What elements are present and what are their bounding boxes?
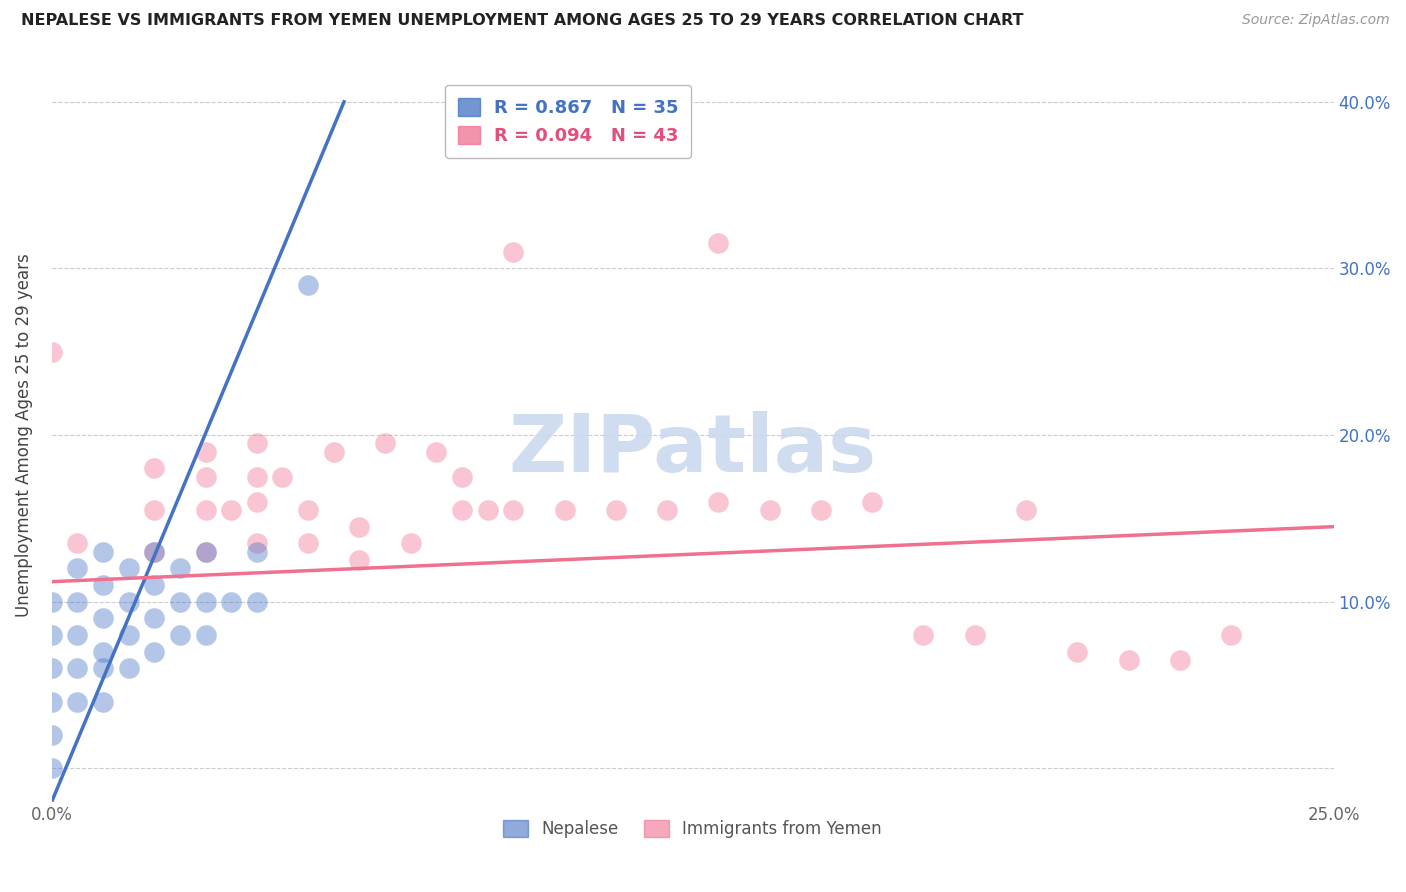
Point — [41, 661, 63, 675]
Point — [194, 544, 217, 558]
Point — [1015, 503, 1038, 517]
Text: ZIPatlas: ZIPatlas — [509, 410, 877, 489]
Point — [246, 436, 269, 450]
Point — [219, 503, 242, 517]
Point — [451, 469, 474, 483]
Point — [118, 661, 141, 675]
Point — [502, 244, 524, 259]
Point — [219, 594, 242, 608]
Point — [707, 494, 730, 508]
Point — [169, 561, 191, 575]
Point — [1066, 645, 1088, 659]
Point — [194, 628, 217, 642]
Point — [143, 578, 166, 592]
Point — [91, 695, 114, 709]
Point — [143, 544, 166, 558]
Point — [66, 661, 89, 675]
Point — [399, 536, 422, 550]
Point — [66, 561, 89, 575]
Point — [1118, 653, 1140, 667]
Point — [41, 344, 63, 359]
Point — [66, 628, 89, 642]
Point — [91, 645, 114, 659]
Point — [66, 695, 89, 709]
Point — [194, 544, 217, 558]
Point — [246, 594, 269, 608]
Point — [41, 695, 63, 709]
Point — [246, 536, 269, 550]
Point — [169, 594, 191, 608]
Point — [553, 503, 575, 517]
Point — [194, 469, 217, 483]
Point — [118, 628, 141, 642]
Point — [143, 503, 166, 517]
Text: Source: ZipAtlas.com: Source: ZipAtlas.com — [1241, 13, 1389, 28]
Point — [860, 494, 883, 508]
Point — [91, 578, 114, 592]
Legend: Nepalese, Immigrants from Yemen: Nepalese, Immigrants from Yemen — [496, 813, 889, 845]
Point — [194, 594, 217, 608]
Point — [91, 661, 114, 675]
Point — [707, 236, 730, 251]
Point — [143, 544, 166, 558]
Point — [41, 761, 63, 775]
Point — [349, 553, 371, 567]
Point — [374, 436, 396, 450]
Point — [143, 461, 166, 475]
Point — [1220, 628, 1243, 642]
Point — [246, 544, 269, 558]
Point — [271, 469, 294, 483]
Point — [477, 503, 499, 517]
Point — [246, 469, 269, 483]
Point — [451, 503, 474, 517]
Point — [1168, 653, 1191, 667]
Point — [143, 645, 166, 659]
Point — [91, 544, 114, 558]
Point — [91, 611, 114, 625]
Point — [41, 594, 63, 608]
Point — [66, 594, 89, 608]
Point — [297, 278, 319, 293]
Point — [912, 628, 935, 642]
Point — [118, 561, 141, 575]
Point — [297, 503, 319, 517]
Point — [194, 503, 217, 517]
Point — [118, 594, 141, 608]
Point — [605, 503, 627, 517]
Point — [194, 444, 217, 458]
Point — [41, 728, 63, 742]
Point — [143, 611, 166, 625]
Point — [322, 444, 344, 458]
Point — [349, 519, 371, 533]
Point — [425, 444, 447, 458]
Point — [297, 536, 319, 550]
Point — [66, 536, 89, 550]
Point — [758, 503, 780, 517]
Point — [246, 494, 269, 508]
Y-axis label: Unemployment Among Ages 25 to 29 years: Unemployment Among Ages 25 to 29 years — [15, 253, 32, 617]
Point — [41, 628, 63, 642]
Text: NEPALESE VS IMMIGRANTS FROM YEMEN UNEMPLOYMENT AMONG AGES 25 TO 29 YEARS CORRELA: NEPALESE VS IMMIGRANTS FROM YEMEN UNEMPL… — [21, 13, 1024, 29]
Point — [963, 628, 986, 642]
Point — [502, 503, 524, 517]
Point — [810, 503, 832, 517]
Point — [169, 628, 191, 642]
Point — [655, 503, 678, 517]
